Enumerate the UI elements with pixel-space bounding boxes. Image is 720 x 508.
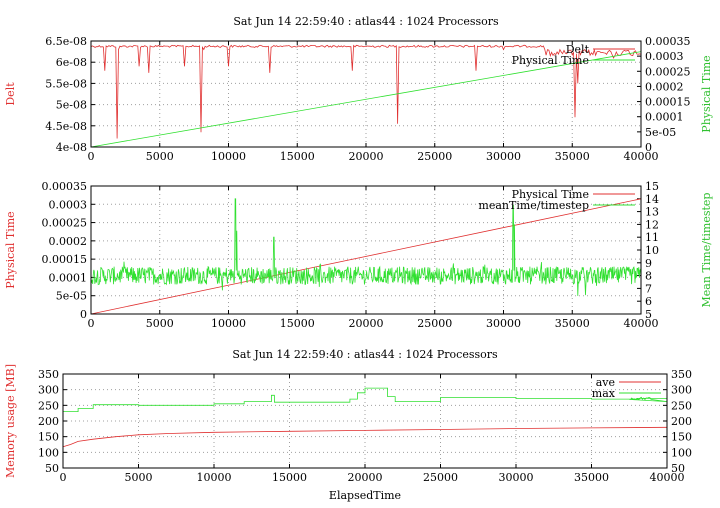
- y2-tick-label: 250: [671, 399, 692, 412]
- y-tick-label: 100: [38, 446, 59, 459]
- series-line-meantime-timestep: [90, 198, 642, 296]
- y2-tick-label: 14: [645, 193, 659, 206]
- y2-tick-label: 7: [645, 282, 652, 295]
- y-tick-label: 0.00025: [42, 217, 88, 230]
- x-tick-label: 10000: [211, 150, 246, 163]
- y-tick-label: 150: [38, 431, 59, 444]
- series-line-physical-time: [90, 198, 642, 315]
- x-tick-label: 35000: [555, 317, 590, 330]
- x-tick-label: 40000: [624, 150, 659, 163]
- x-tick-label: 5000: [146, 317, 174, 330]
- x-tick-label: 10000: [197, 471, 232, 484]
- y2-tick-label: 5e-05: [645, 126, 676, 139]
- y-tick-label: 0.0003: [49, 198, 88, 211]
- y2-tick-label: 0.00025: [645, 65, 691, 78]
- y-tick-label: 5.5e-08: [45, 77, 87, 90]
- series-line-max: [63, 387, 668, 413]
- y2-tick-label: 8: [645, 270, 652, 283]
- y-tick-label: 0.0001: [49, 271, 88, 284]
- legend-label: ave: [596, 376, 615, 389]
- y2-tick-label: 50: [671, 462, 685, 475]
- plot-frame: [90, 40, 642, 148]
- y-tick-label: 5e-05: [56, 290, 87, 303]
- x-tick-label: 30000: [486, 150, 521, 163]
- y2-tick-label: 0: [645, 141, 652, 154]
- y2-tick-label: 100: [671, 446, 692, 459]
- y-tick-label: 0: [80, 308, 87, 321]
- x-tick-label: 40000: [624, 317, 659, 330]
- y-tick-label: 200: [38, 415, 59, 428]
- y2-tick-label: 200: [671, 415, 692, 428]
- y2-axis-label: Mean Time/timestep: [700, 193, 713, 308]
- y-tick-label: 4.5e-08: [45, 120, 87, 133]
- x-tick-label: 0: [88, 317, 95, 330]
- y2-tick-label: 350: [671, 368, 692, 381]
- y-tick-label: 0.00035: [42, 180, 88, 193]
- y-axis-label: Memory usage [MB]: [4, 364, 17, 478]
- y-tick-label: 50: [45, 462, 59, 475]
- y2-tick-label: 10: [645, 244, 659, 257]
- x-tick-label: 5000: [146, 150, 174, 163]
- x-tick-label: 25000: [417, 150, 452, 163]
- y-tick-label: 350: [38, 368, 59, 381]
- x-tick-label: 15000: [280, 150, 315, 163]
- x-tick-label: 0: [60, 471, 67, 484]
- x-tick-label: 0: [88, 150, 95, 163]
- y2-tick-label: 0.00035: [645, 35, 691, 48]
- y2-tick-label: 12: [645, 218, 659, 231]
- legend-label: meanTime/timestep: [478, 199, 589, 212]
- plot-frame: [90, 185, 642, 315]
- y2-tick-label: 150: [671, 431, 692, 444]
- x-tick-label: 15000: [280, 317, 315, 330]
- y-tick-label: 5e-08: [56, 99, 87, 112]
- plot-frame: [62, 373, 668, 469]
- x-tick-label: 10000: [211, 317, 246, 330]
- y-tick-label: 6.5e-08: [45, 35, 87, 48]
- y2-tick-label: 11: [645, 231, 659, 244]
- legend-label: Physical Time: [512, 54, 589, 67]
- x-tick-label: 35000: [574, 471, 609, 484]
- x-tick-label: 30000: [499, 471, 534, 484]
- chart-title: Sat Jun 14 22:59:40 : atlas44 : 1024 Pro…: [232, 348, 498, 361]
- x-tick-label: 5000: [125, 471, 153, 484]
- y2-tick-label: 13: [645, 206, 659, 219]
- legend-label: Physical Time: [512, 188, 589, 201]
- y2-tick-label: 0.0003: [645, 50, 684, 63]
- y-tick-label: 300: [38, 384, 59, 397]
- x-tick-label: 25000: [423, 471, 458, 484]
- series-line-physical-time: [90, 51, 642, 148]
- x-tick-label: 15000: [272, 471, 307, 484]
- y-axis-label: Delt: [4, 82, 17, 106]
- x-tick-label: 40000: [650, 471, 685, 484]
- y2-tick-label: 9: [645, 257, 652, 270]
- y2-axis-label: Physical Time: [700, 55, 713, 132]
- y-tick-label: 0.0002: [49, 235, 88, 248]
- y2-tick-label: 300: [671, 384, 692, 397]
- y-tick-label: 6e-08: [56, 56, 87, 69]
- x-tick-label: 20000: [349, 150, 384, 163]
- y2-tick-label: 0.0002: [645, 80, 684, 93]
- y-tick-label: 4e-08: [56, 141, 87, 154]
- chart-title: Sat Jun 14 22:59:40 : atlas44 : 1024 Pro…: [233, 15, 499, 28]
- y2-tick-label: 0.00015: [645, 96, 691, 109]
- x-tick-label: 20000: [349, 317, 384, 330]
- y-tick-label: 250: [38, 399, 59, 412]
- x-tick-label: 25000: [417, 317, 452, 330]
- series-line-delt: [90, 44, 642, 139]
- y-tick-label: 0.00015: [42, 253, 88, 266]
- y-axis-label: Physical Time: [4, 211, 17, 288]
- y2-tick-label: 6: [645, 295, 652, 308]
- y2-tick-label: 15: [645, 180, 659, 193]
- legend-label: max: [592, 387, 616, 400]
- y2-tick-label: 0.0001: [645, 111, 684, 124]
- series-line-ave: [62, 426, 668, 448]
- y2-tick-label: 5: [645, 308, 652, 321]
- x-tick-label: 20000: [348, 471, 383, 484]
- x-tick-label: 35000: [555, 150, 590, 163]
- legend-label: Delt: [566, 43, 590, 56]
- x-tick-label: 30000: [486, 317, 521, 330]
- x-axis-label: ElapsedTime: [329, 489, 401, 502]
